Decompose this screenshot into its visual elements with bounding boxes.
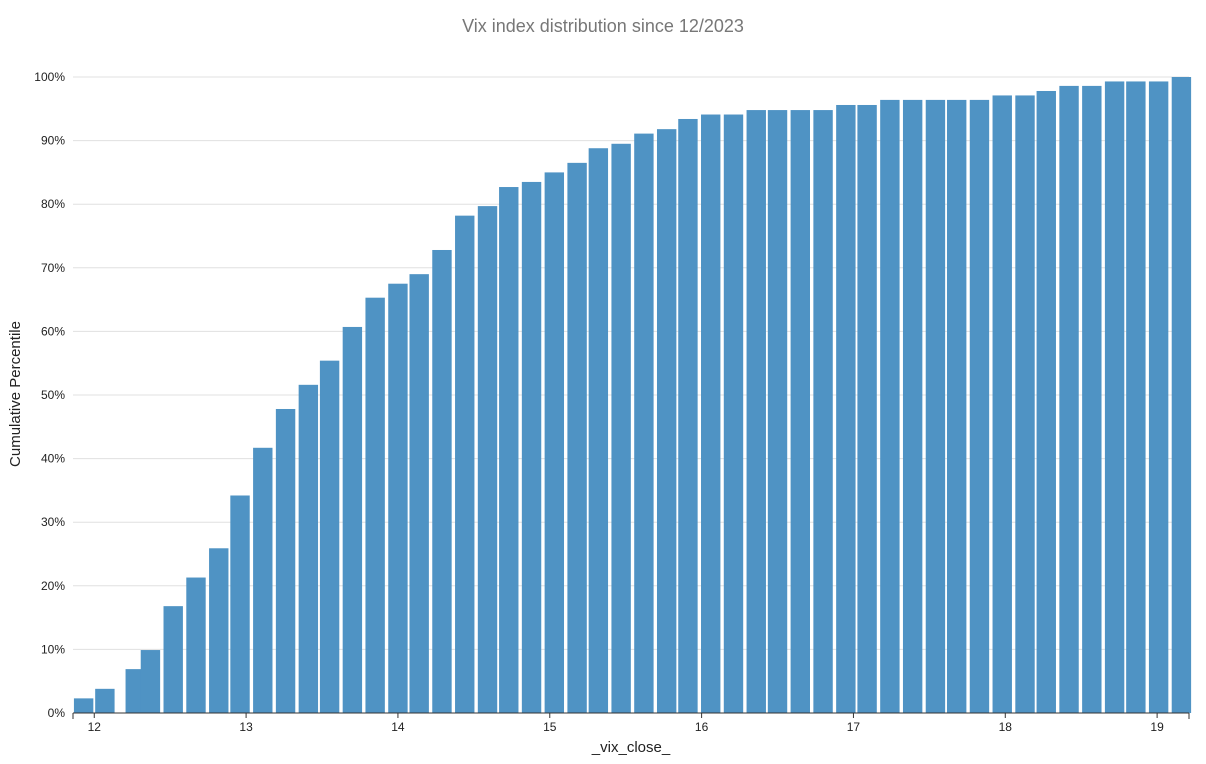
bar <box>1082 85 1102 713</box>
x-tick-label: 17 <box>847 720 861 734</box>
bar <box>992 95 1012 713</box>
axes <box>72 712 1190 719</box>
bar <box>388 283 408 713</box>
y-tick-label: 20% <box>41 579 65 593</box>
x-tick-label: 18 <box>999 720 1013 734</box>
bar <box>946 99 967 713</box>
bar <box>1126 81 1146 713</box>
bar <box>365 297 385 713</box>
bar <box>230 495 250 713</box>
y-tick-label: 0% <box>48 706 66 720</box>
y-tick-label: 50% <box>41 388 65 402</box>
chart-title: Vix index distribution since 12/2023 <box>462 16 744 36</box>
bar <box>432 249 452 714</box>
bar <box>701 114 721 713</box>
x-tick-label: 12 <box>88 720 102 734</box>
bar <box>455 215 475 713</box>
bar <box>925 99 946 713</box>
x-tick-label: 19 <box>1150 720 1164 734</box>
bar <box>521 181 542 713</box>
bar <box>95 688 115 713</box>
bar <box>125 669 145 713</box>
bar <box>723 114 744 713</box>
bar <box>73 698 94 713</box>
bar <box>1148 81 1169 713</box>
bar <box>499 187 519 713</box>
bar <box>253 447 273 713</box>
bar <box>790 110 810 713</box>
y-tick-label: 60% <box>41 324 65 338</box>
y-tick-label: 30% <box>41 515 65 529</box>
bar <box>1171 77 1192 713</box>
x-tick-label: 15 <box>543 720 557 734</box>
bar <box>746 110 766 713</box>
bar <box>342 326 363 713</box>
bars <box>73 77 1192 714</box>
bar <box>656 129 677 713</box>
x-tick-label: 13 <box>239 720 253 734</box>
bar <box>1059 85 1079 713</box>
y-tick-label: 80% <box>41 197 65 211</box>
bar <box>275 408 296 713</box>
bar <box>567 162 587 714</box>
bar <box>163 606 183 713</box>
y-tick-label: 100% <box>34 70 65 84</box>
bar <box>902 99 923 713</box>
bar <box>969 99 990 713</box>
bar <box>209 548 229 713</box>
bar <box>880 99 900 713</box>
bar <box>1015 95 1035 713</box>
y-tick-label: 70% <box>41 261 65 275</box>
bar <box>767 110 788 713</box>
bar <box>836 104 856 714</box>
bar <box>1036 90 1056 714</box>
x-tick-label: 16 <box>695 720 709 734</box>
bar <box>857 104 877 714</box>
y-axis-label: Cumulative Percentile <box>7 321 24 467</box>
x-tick-label: 14 <box>391 720 405 734</box>
y-tick-label: 90% <box>41 134 65 148</box>
bar <box>678 118 698 714</box>
bar <box>544 172 565 713</box>
y-tick-label: 40% <box>41 452 65 466</box>
bar <box>477 206 498 714</box>
bar <box>186 577 206 713</box>
x-tick-labels: 12 13 14 15 16 17 18 19 <box>88 713 1164 734</box>
bar <box>319 360 340 713</box>
bar <box>611 143 631 713</box>
bar <box>409 274 429 713</box>
x-axis-label: _vix_close_ <box>591 739 671 756</box>
y-tick-label: 10% <box>41 642 65 656</box>
bar <box>298 384 319 713</box>
y-tick-labels: 0% 10% 20% 30% 40% 50% 60% 70% 80% 90% 100% <box>34 70 65 720</box>
bar <box>1104 81 1125 713</box>
bar <box>813 110 833 713</box>
bar <box>588 148 609 714</box>
bar <box>634 133 654 714</box>
bar <box>140 650 161 713</box>
